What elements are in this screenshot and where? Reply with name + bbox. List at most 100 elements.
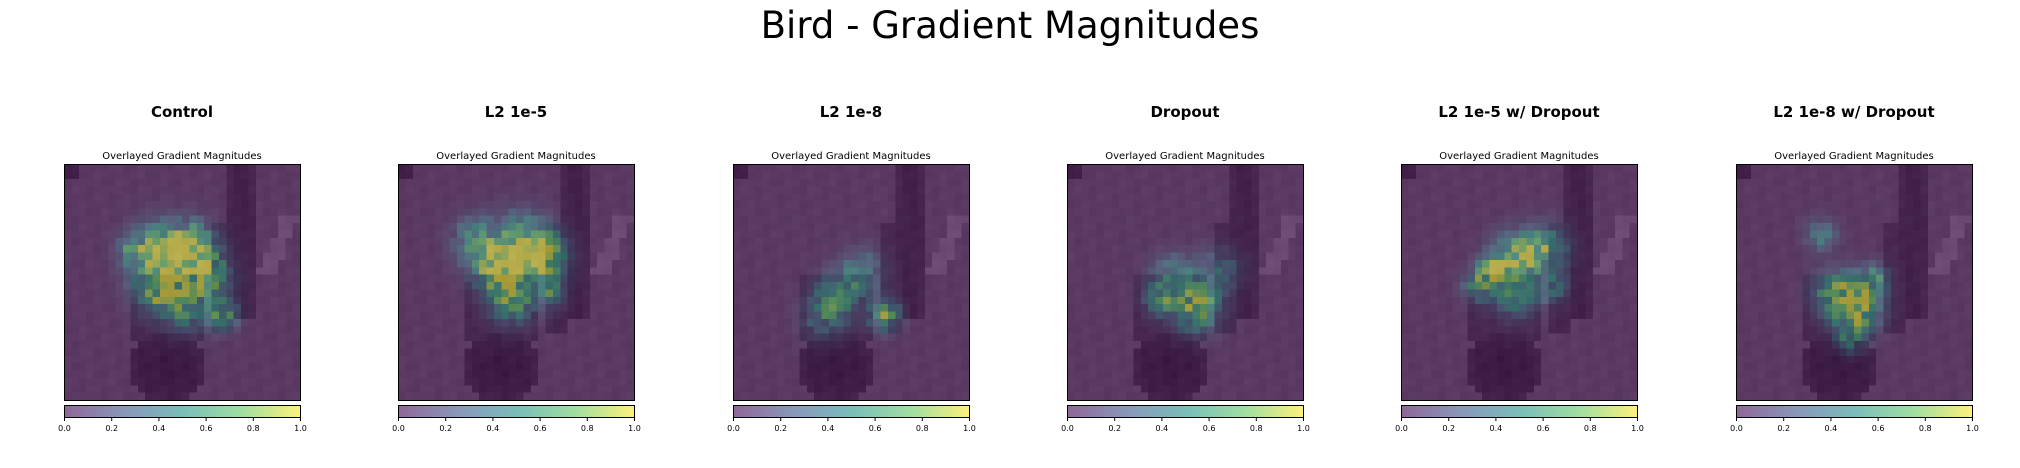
heatmap-cell — [218, 223, 227, 231]
heatmap-cell — [1118, 178, 1127, 187]
heatmap-cell — [1103, 370, 1112, 379]
heatmap-cell — [917, 274, 926, 283]
heatmap-cell — [1258, 200, 1267, 209]
heatmap-cell — [552, 178, 561, 187]
heatmap-cell — [1541, 304, 1549, 312]
heatmap-cell — [1504, 252, 1512, 261]
heatmap-cell — [604, 208, 613, 216]
heatmap-cell — [1555, 164, 1564, 172]
heatmap-cell — [545, 171, 554, 180]
heatmap-cell — [226, 274, 234, 283]
heatmap-cell — [204, 341, 212, 349]
heatmap-cell — [1221, 289, 1230, 298]
heatmap-cell — [204, 377, 212, 386]
heatmap-cell — [93, 164, 102, 172]
heatmap-cell — [1533, 267, 1542, 275]
heatmap-cell — [159, 178, 168, 187]
heatmap-cell — [733, 245, 741, 253]
heatmap-cell — [873, 333, 881, 342]
heatmap-cell — [1177, 171, 1186, 180]
heatmap-cell — [508, 186, 517, 194]
heatmap-cell — [182, 215, 190, 224]
heatmap-cell — [961, 186, 970, 194]
heatmap-cell — [939, 237, 948, 246]
heatmap-cell — [115, 289, 124, 298]
heatmap-cell — [1415, 274, 1424, 283]
heatmap-cell — [1266, 296, 1274, 305]
heatmap-cell — [145, 385, 153, 393]
heatmap-cell — [479, 274, 487, 283]
heatmap-cell — [449, 370, 458, 379]
heatmap-cell — [755, 230, 763, 239]
heatmap-cell — [828, 341, 837, 349]
heatmap-cell — [108, 282, 116, 290]
heatmap-cell — [1251, 355, 1260, 364]
heatmap-cell — [792, 208, 800, 216]
heatmap-cell — [747, 341, 756, 349]
heatmap-cell — [1089, 318, 1097, 327]
heatmap-cell — [167, 341, 175, 349]
heatmap-cell — [1496, 237, 1505, 246]
heatmap-cell — [954, 245, 962, 253]
heatmap-cell — [211, 341, 220, 349]
heatmap-cell — [777, 318, 785, 327]
heatmap-cell — [204, 318, 212, 327]
heatmap-cell — [806, 289, 815, 298]
heatmap-cell — [159, 223, 168, 231]
heatmap-cell — [946, 237, 955, 246]
heatmap-cell — [910, 186, 918, 194]
heatmap-cell — [932, 186, 940, 194]
heatmap-cell — [769, 171, 778, 180]
heatmap-cell — [1541, 341, 1549, 349]
heatmap-cell — [954, 215, 962, 224]
heatmap-cell — [1452, 311, 1461, 320]
heatmap-cell — [1401, 296, 1409, 305]
heatmap-cell — [457, 296, 465, 305]
heatmap-cell — [895, 289, 903, 298]
heatmap-cell — [255, 267, 264, 275]
heatmap-cell — [597, 392, 605, 401]
heatmap-cell — [1460, 326, 1468, 334]
heatmap-cell — [626, 245, 635, 253]
heatmap-cell — [626, 377, 635, 386]
heatmap-cell — [1614, 304, 1623, 312]
heatmap-cell — [486, 186, 495, 194]
heatmap-cell — [530, 326, 539, 334]
heatmap-cell — [1430, 326, 1439, 334]
heatmap-cell — [843, 318, 852, 327]
heatmap-cell — [1541, 237, 1549, 246]
heatmap-cell — [924, 223, 933, 231]
heatmap-cell — [145, 200, 153, 209]
heatmap-cell — [1280, 186, 1289, 194]
heatmap-cell — [442, 186, 450, 194]
heatmap-cell — [538, 318, 546, 327]
heatmap-cell — [130, 296, 139, 305]
heatmap-cell — [1437, 267, 1446, 275]
heatmap-cell — [137, 230, 146, 239]
heatmap-cell — [1273, 230, 1282, 239]
heatmap-cell — [806, 193, 815, 202]
heatmap-cell — [1155, 215, 1164, 224]
heatmap-cell — [538, 245, 546, 253]
heatmap-cell — [145, 274, 153, 283]
heatmap-cell — [567, 282, 576, 290]
heatmap-cell — [71, 318, 80, 327]
heatmap-cell — [1408, 333, 1417, 342]
heatmap-cell — [1103, 171, 1112, 180]
heatmap-cell — [226, 377, 234, 386]
heatmap-cell — [255, 385, 264, 393]
heatmap-cell — [932, 385, 940, 393]
heatmap-cell — [1162, 259, 1171, 268]
heatmap-cell — [828, 171, 837, 180]
heatmap-cell — [211, 164, 220, 172]
heatmap-cell — [552, 318, 561, 327]
heatmap-cell — [939, 341, 948, 349]
heatmap-cell — [1081, 259, 1090, 268]
heatmap-cell — [910, 164, 918, 172]
heatmap-cell — [1629, 164, 1638, 172]
heatmap-cell — [1244, 274, 1252, 283]
heatmap-cell — [292, 252, 301, 261]
heatmap-cell — [442, 267, 450, 275]
colorbar-tick-label: 0.0 — [1061, 424, 1074, 433]
heatmap-cell — [1103, 385, 1112, 393]
